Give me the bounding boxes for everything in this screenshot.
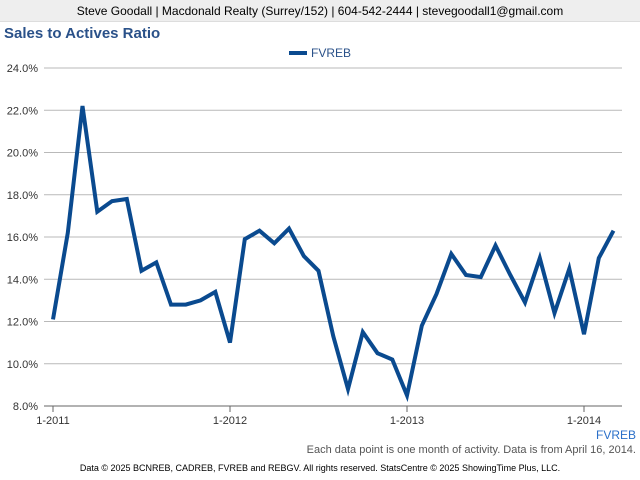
data-point [287,227,291,231]
series-line-fvreb [51,105,616,403]
data-point [553,311,557,315]
data-footnote: Each data point is one month of activity… [306,444,636,456]
data-point [538,256,542,260]
series-tag: FVREB [595,428,636,442]
data-point [154,260,158,264]
data-point [199,298,203,302]
x-tick-label: 1-2011 [36,415,69,427]
contact-header: Steve Goodall | Macdonald Realty (Surrey… [0,0,640,22]
x-tick-label: 1-2013 [390,415,424,427]
y-tick-label: 24.0% [7,63,38,75]
data-point [184,303,188,307]
data-point [435,292,439,296]
data-point [125,197,129,201]
data-point [346,387,350,391]
data-point [464,273,468,277]
data-point [81,104,85,108]
data-point [582,332,586,336]
data-point [95,210,99,214]
data-point [479,275,483,279]
data-point [567,267,571,271]
data-point [302,254,306,258]
y-tick-label: 12.0% [7,317,38,329]
chart-title: Sales to Actives Ratio [4,25,161,42]
data-point [272,241,276,245]
data-point [140,269,144,273]
data-point [331,334,335,338]
data-point [66,231,70,235]
data-point [243,237,247,241]
y-tick-label: 16.0% [7,232,38,244]
data-point [405,393,409,397]
y-tick-label: 20.0% [7,148,38,160]
data-point [110,199,114,203]
data-point [494,243,498,247]
data-point [612,229,616,233]
data-point [317,269,321,273]
data-point [420,324,424,328]
data-point [51,317,55,321]
data-point [169,303,173,307]
y-tick-label: 22.0% [7,105,38,117]
data-point [258,229,262,233]
data-point [597,256,601,260]
y-tick-label: 8.0% [13,401,38,413]
data-point [361,330,365,334]
data-point [449,252,453,256]
x-tick-label: 1-2014 [567,415,601,427]
data-point [228,341,232,345]
data-point [508,273,512,277]
legend: FVREB [0,46,640,60]
y-tick-label: 18.0% [7,190,38,202]
y-tick-label: 10.0% [7,359,38,371]
legend-label: FVREB [310,46,351,60]
x-tick-label: 1-2012 [213,415,247,427]
legend-swatch [288,50,307,55]
data-point [390,358,394,362]
copyright-notice: Data © 2025 BCNREB, CADREB, FVREB and RE… [79,463,561,473]
data-point [523,300,527,304]
data-point [376,351,380,355]
data-point [213,290,217,294]
y-tick-label: 14.0% [7,274,38,286]
